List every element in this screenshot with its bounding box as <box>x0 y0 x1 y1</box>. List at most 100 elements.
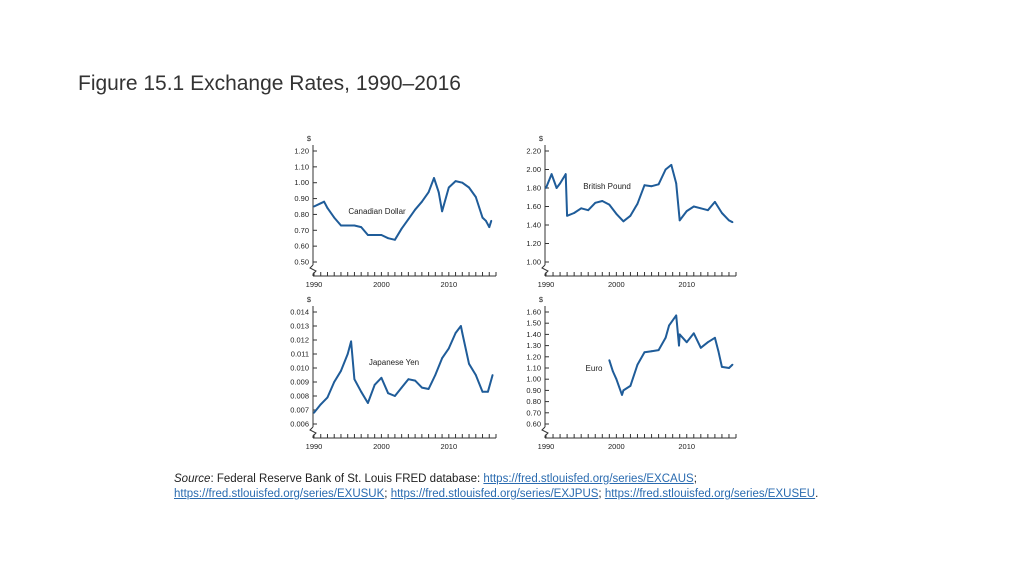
data-point <box>678 219 681 222</box>
data-point <box>692 205 695 208</box>
y-tick-label: 2.00 <box>526 165 541 174</box>
data-point <box>587 209 590 212</box>
source-separator: ; <box>693 473 697 485</box>
data-point <box>400 386 403 389</box>
data-point <box>636 202 639 205</box>
data-point <box>573 212 575 214</box>
data-point <box>447 186 450 189</box>
data-point <box>664 336 667 339</box>
y-tick-label: 0.50 <box>294 258 309 267</box>
source-separator: ; <box>598 488 605 500</box>
source-link-exjpus[interactable]: https://fred.stlouisfed.org/series/EXJPU… <box>390 488 599 500</box>
data-point <box>485 219 487 222</box>
exchange-rate-charts: 1990 2000 2010 0.50 0.60 0.70 0.80 0.90 1.00 1.10… <box>290 134 737 451</box>
y-tick-label: 0.010 <box>290 364 309 373</box>
data-point <box>622 220 625 223</box>
data-point <box>474 196 477 198</box>
y-tick-label: 1.20 <box>526 239 541 248</box>
x-tick-label: 1990 <box>538 280 555 289</box>
data-point <box>714 336 716 339</box>
data-point <box>692 332 695 335</box>
data-point <box>650 185 653 188</box>
data-point <box>721 366 723 368</box>
y-tick-label: 1.50 <box>526 319 541 328</box>
y-tick-label: 0.60 <box>526 420 541 429</box>
data-point <box>441 210 443 213</box>
y-unit-label: $ <box>307 295 312 304</box>
data-point <box>675 182 678 185</box>
page-title: Figure 15.1 Exchange Rates, 1990–2016 <box>78 72 461 95</box>
data-point <box>421 200 423 203</box>
data-point <box>731 221 734 224</box>
y-tick-label: 1.20 <box>294 147 309 156</box>
y-unit-label: $ <box>307 134 312 143</box>
data-point <box>437 191 440 194</box>
data-point <box>721 212 723 214</box>
data-point <box>373 383 376 386</box>
y-tick-label: 2.20 <box>526 147 541 156</box>
data-point <box>675 314 678 317</box>
y-tick-label: 0.007 <box>290 406 309 415</box>
data-point <box>346 224 349 227</box>
data-point <box>407 218 410 221</box>
data-point <box>427 191 430 194</box>
data-point <box>601 200 604 202</box>
data-point <box>678 333 681 336</box>
y-tick-label: 1.20 <box>526 352 541 361</box>
data-point <box>434 374 437 376</box>
y-unit-label: $ <box>539 134 544 143</box>
data-point <box>699 346 702 349</box>
source-note: Source: Federal Reserve Bank of St. Loui… <box>174 472 874 502</box>
data-point <box>707 209 709 212</box>
y-tick-label: 1.10 <box>526 364 541 373</box>
data-point <box>608 359 611 362</box>
data-point <box>566 214 568 217</box>
series-label: British Pound <box>583 182 631 191</box>
x-tick-label: 2010 <box>440 280 457 289</box>
y-tick-label: 1.60 <box>526 308 541 317</box>
data-point <box>461 332 464 334</box>
data-point <box>481 216 484 219</box>
series-label: Canadian Dollar <box>348 207 406 216</box>
data-point <box>346 353 349 355</box>
x-tick-label: 2010 <box>678 442 695 451</box>
x-tick-label: 2000 <box>373 280 390 289</box>
axis-break-mark <box>541 426 549 438</box>
y-tick-label: 0.70 <box>526 408 541 417</box>
data-point <box>333 216 336 219</box>
data-point <box>629 385 632 387</box>
series-line <box>608 314 734 396</box>
data-point <box>367 402 369 404</box>
data-point <box>685 210 688 213</box>
y-tick-label: 0.80 <box>294 210 309 219</box>
axis-break-mark <box>309 264 317 276</box>
data-point <box>340 224 342 227</box>
source-link-exuseu[interactable]: https://fred.stlouisfed.org/series/EXUSE… <box>604 488 816 500</box>
source-link-excaus[interactable]: https://fred.stlouisfed.org/series/EXCAU… <box>483 473 694 485</box>
data-point <box>353 378 356 381</box>
data-point <box>454 332 457 334</box>
data-point <box>350 340 352 343</box>
y-tick-label: 0.90 <box>294 194 309 203</box>
y-tick-label: 0.011 <box>291 350 309 359</box>
data-point <box>612 370 614 373</box>
y-tick-label: 0.014 <box>290 308 309 317</box>
data-point <box>657 183 660 186</box>
series-label: Euro <box>586 364 603 373</box>
x-tick-label: 1990 <box>306 442 323 451</box>
data-point <box>564 173 567 176</box>
y-tick-label: 0.013 <box>290 322 309 331</box>
data-point <box>668 324 670 327</box>
data-point <box>400 227 403 230</box>
data-point <box>427 388 430 390</box>
source-link-exusuk[interactable]: https://fred.stlouisfed.org/series/EXUSU… <box>174 488 385 500</box>
data-point <box>580 207 583 210</box>
data-point <box>407 378 410 381</box>
data-point <box>353 224 356 227</box>
data-point <box>326 396 329 399</box>
data-point <box>367 234 369 236</box>
data-point <box>380 234 383 236</box>
data-point <box>664 168 667 171</box>
data-point <box>685 341 688 344</box>
data-point <box>319 403 322 406</box>
